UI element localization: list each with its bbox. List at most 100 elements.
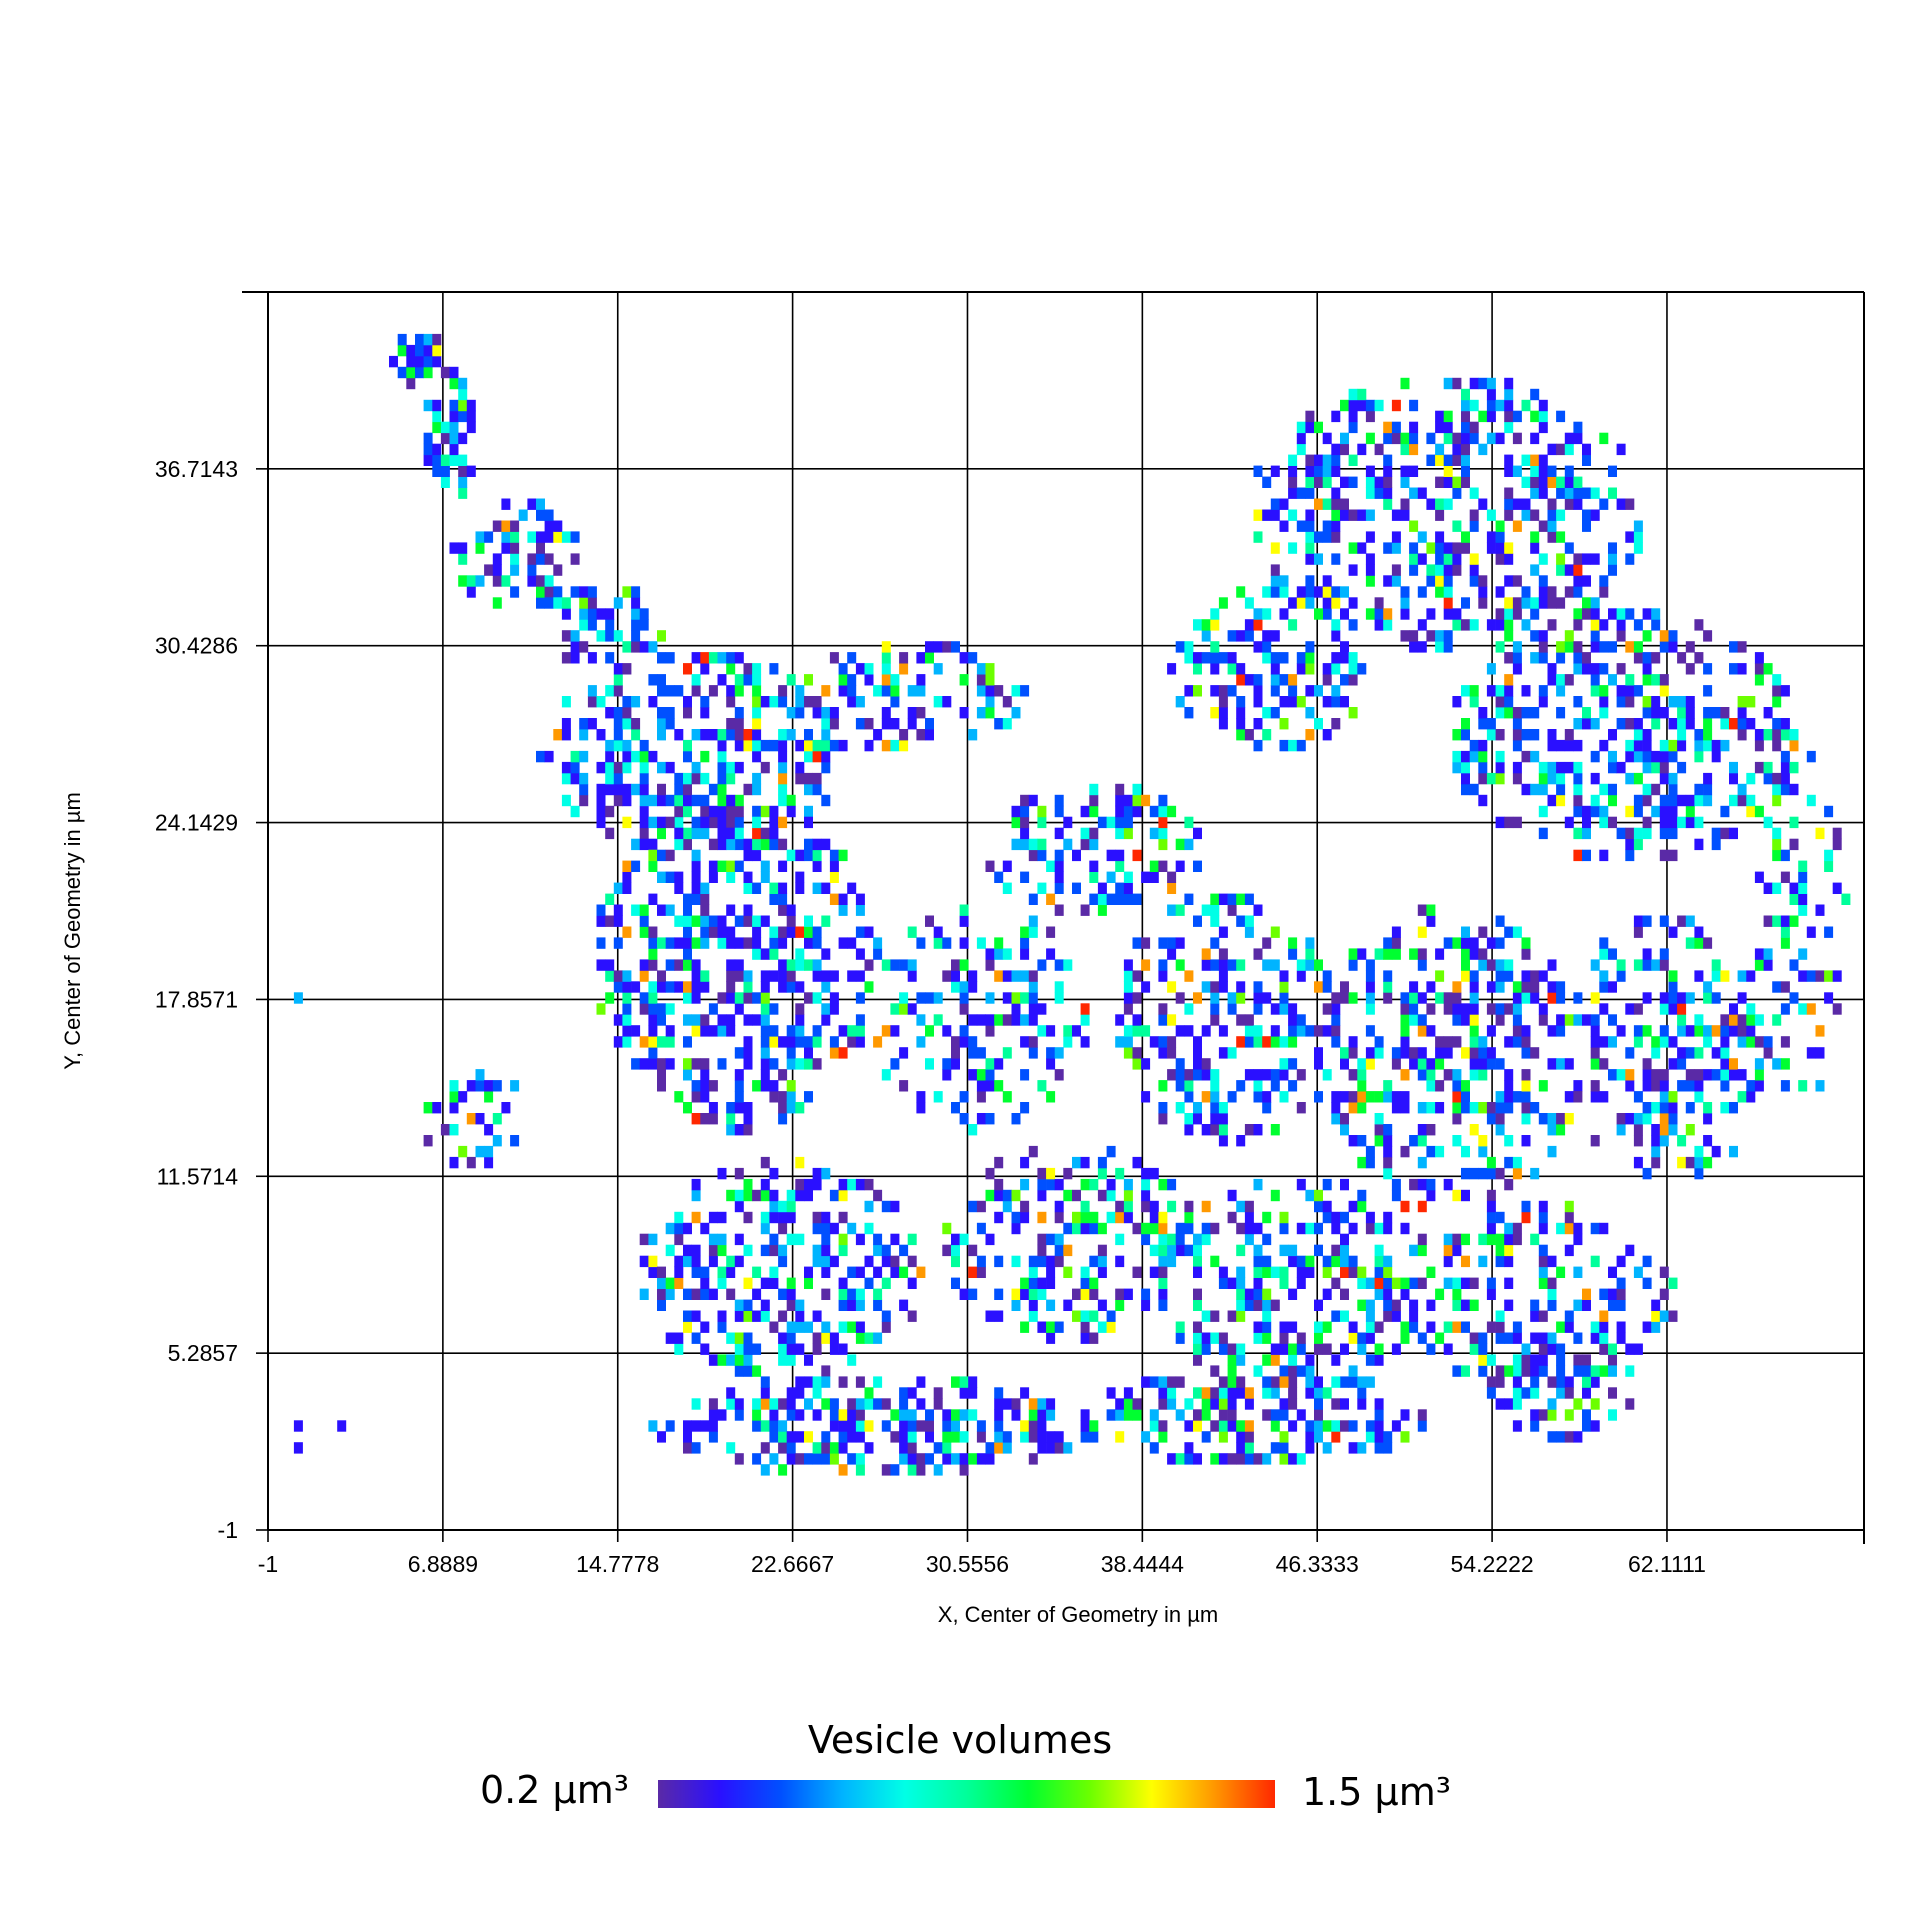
vesicle-cell: [1253, 1025, 1263, 1037]
vesicle-cell: [1651, 1080, 1661, 1092]
vesicle-cell: [1668, 1277, 1678, 1289]
vesicle-cell: [1824, 860, 1834, 872]
vesicle-cell: [1236, 1343, 1246, 1355]
vesicle-cell: [1608, 794, 1617, 807]
vesicle-cell: [1486, 685, 1496, 697]
vesicle-cell: [1391, 399, 1401, 412]
vesicle-cell: [899, 1266, 909, 1278]
vesicle-cell: [1659, 1310, 1669, 1322]
vesicle-cell: [1253, 1453, 1263, 1465]
vesicle-cell: [605, 970, 615, 982]
vesicle-cell: [1365, 575, 1375, 587]
vesicle-cell: [1236, 663, 1246, 675]
vesicle-cell: [1331, 520, 1341, 532]
vesicle-cell: [1461, 476, 1470, 488]
vesicle-cell: [1659, 641, 1669, 653]
vesicle-cell: [1288, 1354, 1298, 1366]
vesicle-cell: [683, 926, 692, 938]
vesicle-cell: [1512, 652, 1522, 664]
vesicle-cell: [1556, 739, 1566, 752]
vesicle-cell: [752, 1189, 762, 1202]
vesicle-cell: [778, 904, 788, 916]
vesicle-cell: [760, 1080, 770, 1092]
vesicle-cell: [769, 1003, 779, 1015]
vesicle-cell: [1633, 729, 1643, 741]
vesicle-cell: [1236, 1431, 1246, 1443]
vesicle-cell: [657, 849, 666, 862]
vesicle-cell: [1054, 1047, 1064, 1059]
vesicle-cell: [1348, 1420, 1358, 1432]
vesicle-cell: [1754, 805, 1764, 818]
vesicle-cell: [890, 1255, 900, 1268]
vesicle-cell: [855, 1014, 865, 1026]
vesicle-cell: [916, 1376, 926, 1388]
vesicle-cell: [1582, 707, 1591, 719]
vesicle-cell: [804, 729, 813, 741]
vesicle-cell: [1608, 1343, 1617, 1355]
vesicle-cell: [907, 1453, 917, 1465]
vesicle-cell: [907, 970, 917, 982]
vesicle-cell: [1573, 718, 1583, 730]
vesicle-cell: [752, 783, 762, 796]
vesicle-cell: [1115, 783, 1125, 796]
vesicle-cell: [1495, 750, 1505, 763]
vesicle-cell: [1512, 739, 1522, 752]
vesicle-cell: [726, 959, 736, 971]
vesicle-cell: [847, 970, 857, 982]
vesicle-cell: [1703, 992, 1713, 1004]
vesicle-cell: [1288, 1453, 1298, 1465]
vesicle-cell: [1556, 487, 1566, 499]
vesicle-cell: [1270, 1376, 1280, 1388]
vesicle-cell: [579, 586, 589, 598]
vesicle-cell: [1046, 1233, 1056, 1246]
vesicle-cell: [1685, 1080, 1695, 1092]
vesicle-cell: [1305, 1376, 1315, 1388]
vesicle-cell: [1348, 564, 1358, 576]
vesicle-cell: [1486, 542, 1496, 554]
vesicle-cell: [1305, 1266, 1315, 1278]
vesicle-cell: [1547, 761, 1557, 774]
vesicle-cell: [449, 366, 459, 379]
vesicle-cell: [1512, 729, 1522, 741]
vesicle-cell: [1486, 1058, 1496, 1070]
vesicle-cell: [1495, 1167, 1505, 1180]
vesicle-cell: [1798, 871, 1808, 883]
vesicle-cell: [925, 652, 934, 664]
vesicle-cell: [890, 959, 900, 971]
vesicle-cell: [1218, 1047, 1228, 1059]
vesicle-cell: [1711, 1025, 1721, 1037]
vesicle-cell: [691, 1058, 701, 1070]
vesicle-cell: [1530, 1376, 1540, 1388]
vesicle-cell: [1780, 849, 1790, 862]
vesicle-cell: [786, 1233, 796, 1246]
vesicle-cell: [1486, 718, 1496, 730]
vesicle-cell: [1383, 1255, 1393, 1268]
vesicle-cell: [639, 761, 649, 774]
vesicle-cell: [1512, 1036, 1522, 1048]
vesicle-cell: [838, 1420, 848, 1432]
vesicle-cell: [700, 794, 710, 807]
vesicle-cell: [657, 871, 666, 883]
vesicle-cell: [778, 970, 788, 982]
vesicle-cell: [1659, 750, 1669, 763]
vesicle-cell: [1720, 1047, 1730, 1059]
vesicle-cell: [1582, 454, 1591, 466]
vesicle-cell: [1659, 1288, 1669, 1300]
vesicle-cell: [769, 970, 779, 982]
vesicle-cell: [1625, 1113, 1635, 1125]
vesicle-cell: [1461, 399, 1470, 412]
vesicle-cell: [1486, 1003, 1496, 1015]
vesicle-cell: [933, 1464, 943, 1476]
vesicle-cell: [734, 1255, 744, 1268]
vesicle-cell: [1582, 553, 1591, 565]
vesicle-cell: [1227, 1189, 1237, 1202]
vesicle-cell: [1184, 707, 1194, 719]
vesicle-cell: [1340, 399, 1349, 412]
vesicle-cell: [1141, 1025, 1151, 1037]
vesicle-cell: [1538, 1332, 1548, 1344]
vesicle-cell: [1556, 981, 1566, 993]
vesicle-cell: [752, 1398, 762, 1410]
vesicle-cell: [1210, 1113, 1220, 1125]
vesicle-cell: [1547, 597, 1557, 609]
vesicle-cell: [1763, 915, 1773, 927]
